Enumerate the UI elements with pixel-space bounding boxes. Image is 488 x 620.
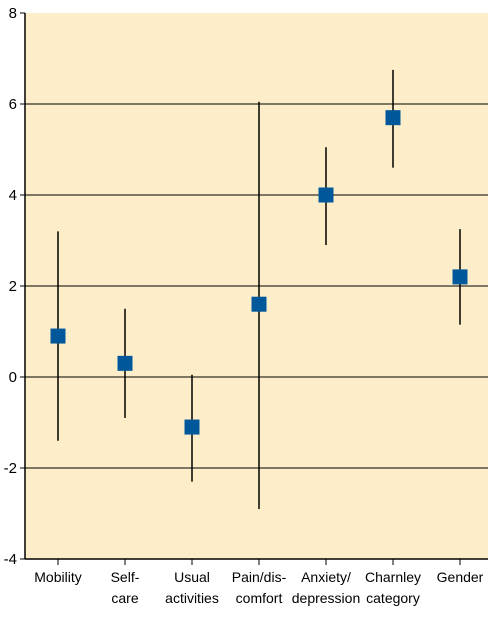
x-tick-label-line: comfort: [236, 590, 283, 606]
x-tick-label-line: Charnley: [365, 569, 421, 585]
point-markers: [50, 110, 468, 435]
point-marker: [184, 419, 200, 435]
point-marker: [452, 269, 468, 285]
y-tick-label: 2: [9, 278, 17, 295]
y-tick-label: 6: [9, 96, 17, 113]
x-tick-label: Self-care: [111, 569, 140, 606]
point-marker: [117, 355, 133, 371]
x-tick-label: Gender: [437, 569, 484, 585]
y-tick-label: 0: [9, 369, 17, 386]
x-tick-label-line: Gender: [437, 569, 484, 585]
gridlines: [25, 103, 488, 469]
x-tick-label-line: depression: [292, 590, 361, 606]
y-tick-label: -2: [4, 460, 17, 477]
x-tick-label: Usual activities: [165, 569, 219, 606]
x-tick-label-line: Anxiety/: [301, 569, 351, 585]
x-tick-label: Pain/dis-comfort: [232, 569, 287, 606]
point-marker: [50, 328, 66, 344]
x-tick-label: Anxiety/depression: [292, 569, 361, 606]
x-tick-label-line: Pain/dis-: [232, 569, 287, 585]
point-marker: [318, 187, 334, 203]
x-tick-label-line: Mobility: [34, 569, 81, 585]
y-tick-label: -4: [4, 551, 17, 568]
x-tick-label: Charnley category: [365, 569, 421, 606]
y-axis-ticks: -4 -2 0 2 4 6 8: [4, 5, 25, 568]
axes: [24, 13, 488, 560]
y-tick-label: 8: [9, 5, 17, 22]
x-tick-label-line: Self-: [111, 569, 140, 585]
point-marker: [385, 110, 401, 126]
x-tick-label-line: activities: [165, 590, 219, 606]
x-tick-label-line: care: [111, 590, 138, 606]
point-marker: [251, 296, 267, 312]
x-tick-label-line: Usual: [174, 569, 210, 585]
x-axis-ticks: Mobility Self-care Usual activities Pain/dis…: [34, 559, 484, 606]
x-tick-label-line: category: [366, 590, 420, 606]
x-tick-label: Mobility: [34, 569, 81, 585]
y-tick-label: 4: [9, 187, 17, 204]
